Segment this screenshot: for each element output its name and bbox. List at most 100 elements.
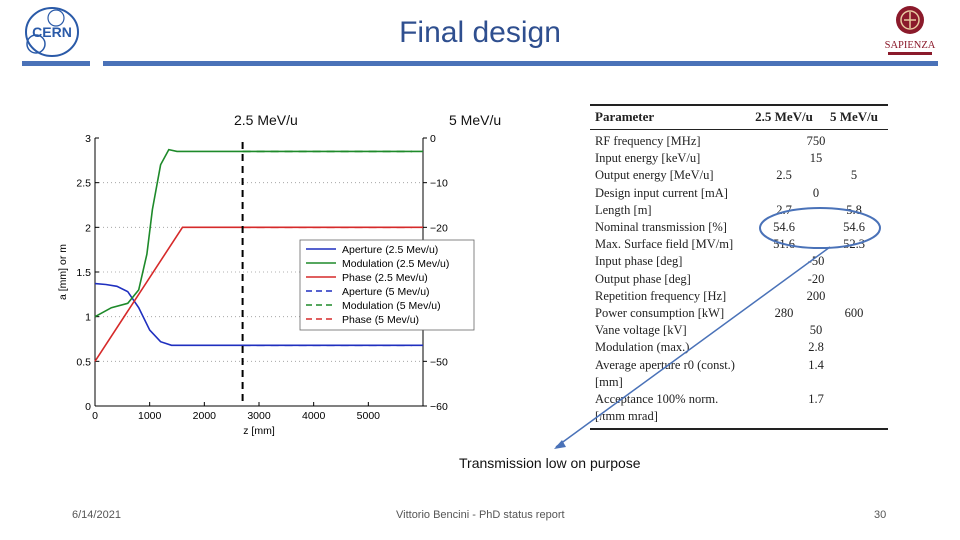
table-cell-parameter: Nominal transmission [%] (595, 220, 727, 234)
y-tick-label-left: 3 (85, 133, 91, 145)
table-header-5-mev: 5 MeV/u (829, 109, 879, 124)
table-row: Repetition frequency [Hz] 200 (590, 288, 890, 305)
table-cell-parameter: Acceptance 100% norm. (595, 392, 719, 406)
table-cell-2p5-mev: 2.7 (776, 202, 792, 217)
legend-entry: Phase (2.5 Mev/u) (342, 272, 428, 284)
legend-entry: Phase (5 Mev/u) (342, 314, 419, 326)
table-cell-parameter: [mm] (595, 374, 623, 389)
table-row: Power consumption [kW] 280 600 (590, 305, 890, 322)
table-top-rule (590, 104, 888, 106)
table-cell-parameter: Modulation (max.) (595, 340, 690, 355)
table-cell-parameter: Design input current [mA] (595, 185, 728, 200)
table-cell-parameter: Repetition frequency [Hz] (595, 288, 727, 303)
table-row: Acceptance 100% norm. 1.7 (590, 391, 890, 408)
table-cell-parameter: Input energy [keV/u] (595, 151, 701, 166)
table-header: Parameter 2.5 MeV/u 5 MeV/u (590, 108, 890, 125)
table-cell-parameter: Average aperture r0 (const.) (595, 357, 735, 372)
y-axis-label-left: a [mm] or m (57, 244, 69, 300)
table-row: [mm] (590, 374, 890, 391)
y-tick-label-left: 2 (85, 222, 91, 234)
y-tick-label-left: 0.5 (76, 356, 91, 368)
table-cell-parameter: Length [m] (595, 202, 652, 217)
table-row: RF frequency [MHz] 750 (590, 133, 890, 150)
table-cell-parameter: Vane voltage [kV] (595, 323, 687, 338)
y-tick-label-right: −50 (430, 356, 448, 368)
parameter-table: Parameter 2.5 MeV/u 5 MeV/u RF frequency [M… (590, 104, 890, 430)
title-rule-left (22, 61, 90, 66)
table-row: Design input current [mA] 0 (590, 185, 890, 202)
table-row: Input phase [deg] -50 (590, 253, 890, 270)
cern-logo: CERN (25, 7, 79, 57)
x-tick-label: 0 (92, 410, 98, 422)
table-row: Output phase [deg] -20 (590, 271, 890, 288)
table-cell-parameter: Power consumption [kW] (595, 306, 725, 320)
table-cell-value: 50 (809, 323, 823, 338)
y-tick-label-left: 1 (85, 312, 91, 324)
table-cell-5-mev: 5.8 (846, 202, 862, 217)
table-cell-5-mev: 600 (844, 306, 864, 320)
table-cell-value: 200 (806, 288, 826, 303)
series-line (94, 282, 423, 347)
footer-date: 6/14/2021 (72, 509, 121, 521)
y-tick-label-left: 1.5 (76, 267, 91, 279)
label-5-mev: 5 MeV/u (449, 112, 502, 128)
table-row: Max. Surface field [MV/m] 51.6 52.3 (590, 236, 890, 253)
table-row: [πmm mrad] (590, 408, 890, 425)
table-cell-2p5-mev: 51.6 (773, 237, 795, 252)
transmission-note: Transmission low on purpose (459, 455, 641, 471)
table-cell-parameter: Output phase [deg] (595, 271, 691, 286)
table-cell-value: -50 (807, 254, 825, 269)
y-tick-label-right: −60 (430, 401, 448, 413)
table-cell-value: 0 (812, 185, 820, 200)
legend-entry: Modulation (5 Mev/u) (342, 300, 441, 312)
y-tick-label-right: 0 (430, 133, 436, 145)
table-bottom-rule (590, 428, 888, 430)
x-tick-label: 3000 (247, 410, 271, 422)
sapienza-logo-text: SAPIENZA (885, 40, 936, 51)
label-2p5-mev: 2.5 MeV/u (234, 112, 298, 128)
table-cell-value: 1.7 (808, 392, 824, 406)
table-row: Vane voltage [kV] 50 (590, 322, 890, 339)
table-row: Input energy [keV/u] 15 (590, 150, 890, 167)
table-cell-2p5-mev: 54.6 (773, 220, 795, 234)
table-cell-5-mev: 54.6 (843, 220, 865, 234)
table-cell-parameter: Output energy [MeV/u] (595, 168, 714, 183)
annotation-arrow-head (554, 440, 566, 449)
x-tick-label: 5000 (357, 410, 381, 422)
sapienza-logo: SAPIENZA (885, 6, 936, 55)
table-cell-value: 1.4 (808, 357, 824, 372)
table-cell-parameter: Input phase [deg] (595, 254, 683, 269)
slide-title: Final design (399, 16, 561, 49)
y-tick-label-right: −20 (430, 222, 448, 234)
x-tick-label: 2000 (193, 410, 217, 422)
x-axis-label: z [mm] (243, 425, 275, 437)
y-tick-label-left: 0 (85, 401, 91, 413)
legend-entry: Modulation (2.5 Mev/u) (342, 258, 449, 270)
table-row: Modulation (max.) 2.8 (590, 339, 890, 356)
table-row: Output energy [MeV/u] 2.5 5 (590, 167, 890, 184)
table-cell-5-mev: 52.3 (843, 237, 865, 252)
title-rule (103, 61, 938, 66)
rfq-design-chart: 0 1000 2000 3000 4000 5000 0 0.5 1 1.5 2 2.5 3 0 −10 −2… (57, 133, 475, 437)
table-cell-value: 15 (809, 151, 823, 166)
legend-box (299, 239, 475, 331)
table-cell-value: -20 (807, 271, 825, 286)
table-header-2p5-mev: 2.5 MeV/u (755, 109, 813, 124)
table-cell-parameter: RF frequency [MHz] (595, 134, 701, 148)
footer-presenter: Vittorio Bencini - PhD status report (396, 509, 565, 521)
table-row: Average aperture r0 (const.) 1.4 (590, 357, 890, 374)
table-cell-parameter: Max. Surface field [MV/m] (595, 237, 734, 252)
table-header-parameter: Parameter (595, 109, 655, 124)
x-tick-label: 1000 (138, 410, 162, 422)
y-tick-label-left: 2.5 (76, 178, 91, 190)
legend-entry: Aperture (5 Mev/u) (342, 286, 430, 298)
footer-page-number: 30 (874, 509, 887, 521)
table-row: Length [m] 2.7 5.8 (590, 202, 890, 219)
table-cell-5-mev: 5 (850, 168, 858, 183)
y-tick-label-right: −10 (430, 178, 448, 190)
series-line (94, 148, 423, 318)
table-header-rule (590, 129, 888, 130)
table-cell-2p5-mev: 280 (774, 306, 794, 320)
table-row: Nominal transmission [%] 54.6 54.6 (590, 219, 890, 236)
legend-entry: Aperture (2.5 Mev/u) (342, 244, 438, 256)
